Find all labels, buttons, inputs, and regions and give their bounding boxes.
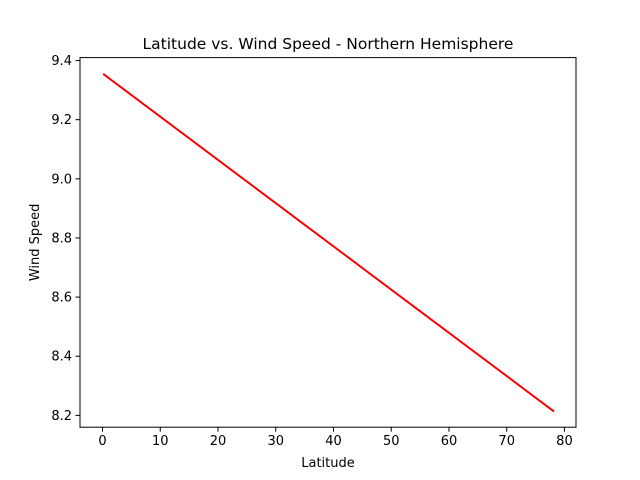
x-axis-label: Latitude xyxy=(301,456,355,471)
x-tick-label: 60 xyxy=(441,434,458,449)
plot-frame xyxy=(79,57,577,428)
chart-title: Latitude vs. Wind Speed - Northern Hemis… xyxy=(143,35,514,53)
x-tick-label: 40 xyxy=(325,434,342,449)
y-tick-label: 9.4 xyxy=(51,54,72,69)
plot-area xyxy=(79,57,577,428)
y-tick-label: 9.0 xyxy=(51,172,72,187)
x-tick-label: 30 xyxy=(267,434,284,449)
x-tick-label: 50 xyxy=(383,434,400,449)
y-tick-label: 8.6 xyxy=(51,291,72,306)
y-tick-label: 8.8 xyxy=(51,231,72,246)
x-tick-label: 0 xyxy=(98,434,106,449)
x-tick-label: 20 xyxy=(210,434,227,449)
series-line xyxy=(102,73,555,413)
y-tick-label: 9.2 xyxy=(51,113,72,128)
y-tick-label: 8.2 xyxy=(51,409,72,424)
x-tick-label: 80 xyxy=(556,434,573,449)
x-tick-label: 10 xyxy=(152,434,169,449)
x-tick-label: 70 xyxy=(498,434,515,449)
y-axis-label: Wind Speed xyxy=(28,204,43,282)
y-axis: 8.2 8.4 8.6 8.8 9.0 9.2 9.4 xyxy=(51,54,80,424)
y-tick-label: 8.4 xyxy=(51,350,72,365)
series-layer xyxy=(102,73,555,413)
x-axis: 0 10 20 30 40 50 60 70 80 xyxy=(98,427,573,449)
